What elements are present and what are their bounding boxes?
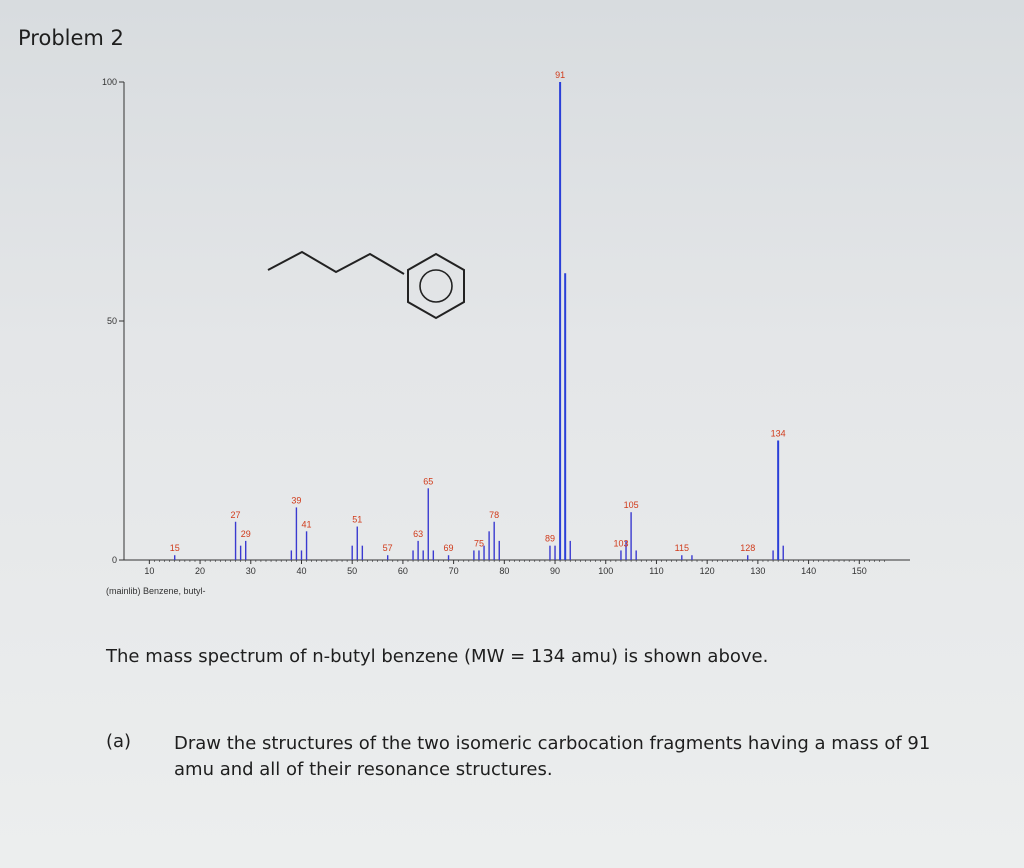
x-tick-label: 130 xyxy=(750,566,765,576)
question-label: (a) xyxy=(106,731,132,752)
butylbenzene-structure xyxy=(267,250,465,320)
peak-label: 134 xyxy=(771,429,786,439)
peak-label: 51 xyxy=(352,515,362,525)
peak-label: 63 xyxy=(413,529,423,539)
x-tick-label: 90 xyxy=(550,566,560,576)
chart-peaks xyxy=(174,82,784,560)
y-tick-label: 100 xyxy=(102,77,117,87)
aromatic-circle xyxy=(419,269,453,303)
peak-label: 89 xyxy=(545,534,555,544)
x-tick-label: 40 xyxy=(296,566,306,576)
benzene-ring xyxy=(407,252,465,320)
peak-label: 39 xyxy=(291,495,301,505)
peak-label: 27 xyxy=(231,510,241,520)
y-tick-label: 0 xyxy=(112,555,117,565)
x-tick-label: 30 xyxy=(246,566,256,576)
peak-label: 105 xyxy=(624,500,639,510)
spectrum-caption: The mass spectrum of n-butyl benzene (MW… xyxy=(106,646,769,667)
x-tick-label: 80 xyxy=(499,566,509,576)
peak-label: 75 xyxy=(474,538,484,548)
peak-label: 65 xyxy=(423,476,433,486)
x-tick-label: 70 xyxy=(449,566,459,576)
x-tick-label: 110 xyxy=(649,566,663,576)
x-tick-label: 60 xyxy=(398,566,408,576)
problem-title: Problem 2 xyxy=(18,26,124,50)
peak-label: 57 xyxy=(383,543,393,553)
peak-label: 29 xyxy=(241,529,251,539)
chart-ticks: 10 20 30 40 50 60 70 80 90 100 110 120 130 140 150 xyxy=(144,560,885,576)
peak-label: 91 xyxy=(555,70,565,80)
library-label: (mainlib) Benzene, butyl- xyxy=(106,586,206,596)
peak-label: 128 xyxy=(740,543,755,553)
peak-label: 41 xyxy=(302,519,312,529)
question-text: Draw the structures of the two isomeric … xyxy=(174,733,931,780)
peak-label: 15 xyxy=(170,543,180,553)
x-tick-label: 140 xyxy=(801,566,816,576)
x-tick-label: 150 xyxy=(852,566,867,576)
x-tick-label: 120 xyxy=(700,566,715,576)
chart-axes: 0 50 100 xyxy=(102,77,910,565)
x-tick-label: 10 xyxy=(144,566,154,576)
peak-label: 78 xyxy=(489,510,499,520)
x-tick-label: 20 xyxy=(195,566,205,576)
y-tick-label: 50 xyxy=(107,316,117,326)
butyl-chain xyxy=(267,250,405,275)
peak-label: 115 xyxy=(675,543,689,553)
x-tick-label: 100 xyxy=(598,566,613,576)
mass-spectrum-chart: 0 50 100 10 20 30 40 50 60 70 80 90 100 110 120 130 140… xyxy=(102,70,910,596)
peak-label: 103 xyxy=(613,538,628,548)
peak-label: 69 xyxy=(444,543,454,553)
x-tick-label: 50 xyxy=(347,566,357,576)
